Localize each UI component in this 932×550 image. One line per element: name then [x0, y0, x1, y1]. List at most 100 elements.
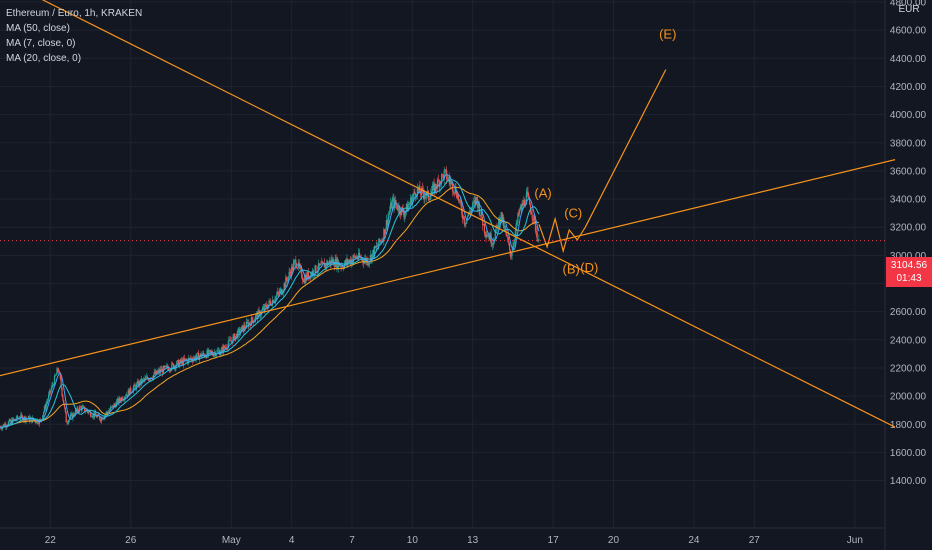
candle-body [299, 266, 301, 268]
candle-body [60, 378, 62, 388]
candle-body [157, 370, 159, 372]
candle-body [52, 384, 54, 386]
candle-body [389, 210, 391, 215]
candle-body [165, 365, 167, 367]
candle-body [96, 415, 98, 418]
candle-body [141, 379, 144, 383]
candle-body [416, 188, 418, 197]
candle-body [378, 238, 380, 246]
legend-ma20[interactable]: MA (20, close, 0) [6, 53, 82, 64]
candle-body [154, 372, 156, 375]
candle-body [257, 310, 259, 319]
candle-body [77, 407, 79, 411]
candle-body [493, 242, 495, 244]
candle-body [474, 200, 476, 204]
candle-body [160, 369, 162, 372]
candle-body [275, 294, 278, 297]
candle-body [348, 259, 351, 262]
candle-body [219, 353, 222, 356]
candle-body [294, 259, 296, 262]
candle-body [521, 203, 523, 210]
candle-body [176, 361, 178, 366]
candle-body [82, 406, 84, 408]
x-tick-label: 20 [608, 535, 620, 546]
candle-body [446, 179, 449, 181]
candle-body [138, 381, 140, 387]
candle-body [68, 418, 71, 421]
candle-body [467, 212, 470, 216]
candle-body [385, 220, 387, 229]
candle-body [377, 245, 379, 247]
candle-body [51, 385, 53, 389]
candle-body [319, 264, 321, 266]
candle-body [167, 365, 169, 369]
candle-body [129, 387, 131, 396]
candle-body [473, 200, 475, 202]
legend-ma50[interactable]: MA (50, close) [6, 23, 70, 34]
candle-body [16, 416, 19, 419]
candle-body [478, 203, 480, 215]
candle-body [447, 177, 449, 180]
candle-body [12, 418, 15, 420]
candle-body [201, 355, 203, 357]
candle-body [236, 333, 238, 339]
candle-body [206, 350, 208, 358]
candle-body [497, 225, 499, 229]
candle-body [318, 263, 320, 266]
candle-body [410, 197, 412, 204]
candle-body [451, 182, 454, 192]
candle-body [48, 390, 51, 395]
candle-body [534, 215, 536, 221]
candle-body [285, 277, 287, 287]
last-price-value: 3104.56 [890, 260, 928, 271]
candle-body [263, 307, 265, 311]
candle-body [233, 334, 235, 337]
candle-body [343, 267, 345, 269]
candle-body [531, 214, 533, 219]
candle-body [467, 215, 469, 219]
candle-body [196, 353, 198, 358]
candle-body [230, 340, 232, 342]
candle-body [381, 240, 383, 243]
candle-body [498, 218, 501, 225]
candle-body [321, 261, 323, 265]
candle-body [486, 235, 488, 237]
candle-body [133, 384, 135, 388]
candle-body [181, 360, 183, 363]
candle-body [152, 374, 154, 379]
candle-body [265, 304, 267, 306]
candle-body [508, 243, 511, 250]
candle-body [105, 411, 108, 414]
candle-body [401, 207, 403, 209]
candle-body [3, 424, 5, 427]
legend-ma7[interactable]: MA (7, close, 0) [6, 38, 76, 49]
candle-body [323, 262, 325, 268]
candle-body [445, 169, 447, 171]
candle-body [398, 206, 400, 212]
ma7-line [0, 173, 540, 429]
candle-body [100, 417, 103, 422]
candle-body [431, 185, 434, 192]
candle-body [376, 245, 378, 247]
y-tick-label: 4200.00 [890, 82, 927, 93]
candle-body [292, 263, 294, 271]
candle-body [457, 194, 460, 201]
candle-body [379, 238, 381, 243]
candle-body [510, 255, 512, 257]
candle-body [16, 416, 18, 420]
candle-body [41, 419, 43, 420]
currency-label[interactable]: EUR [898, 4, 920, 15]
candle-body [180, 359, 182, 363]
candle-body [425, 196, 427, 198]
candle-body [187, 358, 190, 363]
candle-body [117, 399, 119, 404]
candle-body [389, 203, 392, 211]
candle-body [95, 415, 97, 418]
candle-body [367, 259, 369, 266]
candle-body [67, 422, 69, 424]
candle-body [31, 417, 33, 423]
candle-body [76, 407, 78, 412]
candle-body [436, 179, 439, 189]
candle-body [535, 231, 537, 233]
